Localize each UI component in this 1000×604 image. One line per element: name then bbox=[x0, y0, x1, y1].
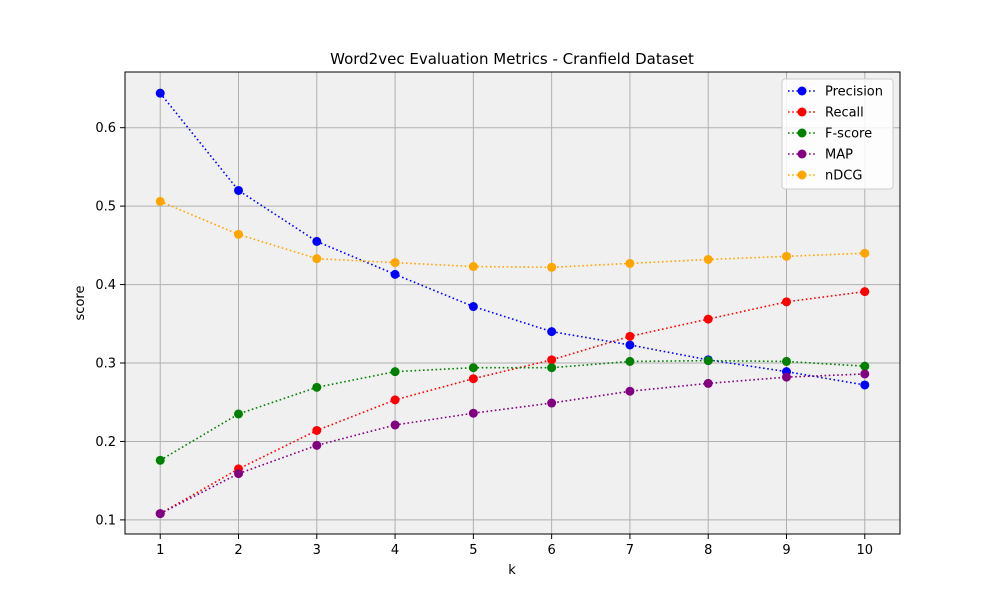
data-point-ndcg bbox=[468, 262, 478, 272]
data-point-ndcg bbox=[155, 196, 165, 206]
chart-title: Word2vec Evaluation Metrics - Cranfield … bbox=[330, 50, 694, 68]
x-tick-label: 6 bbox=[548, 543, 556, 558]
legend-marker-f-score bbox=[797, 128, 807, 138]
data-point-recall bbox=[625, 331, 635, 341]
legend-label-precision: Precision bbox=[825, 85, 883, 100]
data-point-map bbox=[155, 509, 165, 519]
data-point-f-score bbox=[155, 455, 165, 465]
data-point-precision bbox=[547, 327, 557, 337]
x-tick-label: 3 bbox=[313, 543, 321, 558]
x-tick-label: 10 bbox=[856, 543, 873, 558]
series-line-precision bbox=[159, 92, 865, 386]
x-tick-label: 1 bbox=[156, 543, 164, 558]
data-point-map bbox=[781, 372, 791, 382]
x-tick-label: 4 bbox=[391, 543, 399, 558]
y-tick-label: 0.5 bbox=[95, 200, 116, 215]
data-point-ndcg bbox=[625, 258, 635, 268]
series-lines bbox=[159, 92, 865, 515]
plot-area bbox=[125, 72, 900, 534]
data-point-map bbox=[625, 386, 635, 396]
data-point-recall bbox=[390, 395, 400, 405]
data-point-f-score bbox=[781, 356, 791, 366]
data-point-ndcg bbox=[703, 254, 713, 264]
data-point-f-score bbox=[625, 356, 635, 366]
legend-label-map: MAP bbox=[825, 148, 853, 163]
data-point-ndcg bbox=[781, 251, 791, 261]
series-line-recall bbox=[159, 290, 865, 515]
data-point-recall bbox=[860, 287, 870, 297]
legend-marker-ndcg bbox=[797, 170, 807, 180]
x-axis-label: k bbox=[508, 563, 516, 578]
x-axis: 1 2 3 4 5 6 7 8 9 10 bbox=[156, 534, 873, 558]
y-tick-label: 0.1 bbox=[95, 513, 116, 528]
data-point-precision bbox=[468, 302, 478, 312]
data-point-f-score bbox=[860, 361, 870, 371]
y-tick-label: 0.4 bbox=[95, 278, 116, 293]
legend: Precision Recall F-score MAP nDCG bbox=[781, 78, 894, 190]
data-point-ndcg bbox=[860, 248, 870, 258]
x-tick-label: 2 bbox=[234, 543, 242, 558]
data-point-recall bbox=[781, 297, 791, 307]
data-point-ndcg bbox=[547, 262, 557, 272]
data-point-map bbox=[312, 440, 322, 450]
data-point-precision bbox=[234, 185, 244, 195]
series-points bbox=[155, 88, 870, 519]
y-tick-label: 0.3 bbox=[95, 357, 116, 372]
legend-label-recall: Recall bbox=[825, 106, 864, 121]
data-point-recall bbox=[468, 374, 478, 384]
legend-label-ndcg: nDCG bbox=[825, 169, 862, 184]
y-axis-label: score bbox=[73, 286, 88, 321]
x-tick-label: 9 bbox=[782, 543, 790, 558]
series-line-ndcg bbox=[159, 200, 865, 269]
data-point-recall bbox=[547, 355, 557, 365]
data-point-precision bbox=[390, 269, 400, 279]
legend-label-f-score: F-score bbox=[825, 127, 872, 142]
data-point-map bbox=[234, 469, 244, 479]
series-line-map bbox=[159, 373, 865, 515]
x-tick-label: 5 bbox=[469, 543, 477, 558]
data-point-f-score bbox=[390, 367, 400, 377]
data-point-precision bbox=[625, 340, 635, 350]
data-point-ndcg bbox=[312, 254, 322, 264]
data-point-precision bbox=[860, 380, 870, 390]
data-point-precision bbox=[155, 88, 165, 98]
data-point-f-score bbox=[234, 409, 244, 419]
legend-marker-recall bbox=[797, 107, 807, 117]
data-point-map bbox=[703, 378, 713, 388]
data-point-f-score bbox=[468, 363, 478, 373]
data-point-map bbox=[860, 369, 870, 379]
data-point-ndcg bbox=[234, 229, 244, 239]
data-point-f-score bbox=[703, 356, 713, 366]
data-point-precision bbox=[312, 236, 322, 246]
data-point-map bbox=[390, 420, 400, 430]
legend-box bbox=[781, 78, 894, 190]
data-point-ndcg bbox=[390, 258, 400, 268]
legend-marker-precision bbox=[797, 86, 807, 96]
plot-frame bbox=[124, 71, 901, 535]
data-point-f-score bbox=[547, 363, 557, 373]
data-point-map bbox=[547, 398, 557, 408]
data-point-map bbox=[468, 408, 478, 418]
data-point-recall bbox=[312, 425, 322, 435]
data-point-f-score bbox=[312, 382, 322, 392]
data-point-recall bbox=[703, 314, 713, 324]
x-tick-label: 8 bbox=[704, 543, 712, 558]
y-tick-label: 0.2 bbox=[95, 435, 116, 450]
x-tick-label: 7 bbox=[626, 543, 634, 558]
series-line-f-score bbox=[159, 359, 865, 461]
y-tick-label: 0.6 bbox=[95, 121, 116, 136]
y-axis: 0.1 0.2 0.3 0.4 0.5 0.6 bbox=[95, 121, 125, 528]
legend-marker-map bbox=[797, 149, 807, 159]
